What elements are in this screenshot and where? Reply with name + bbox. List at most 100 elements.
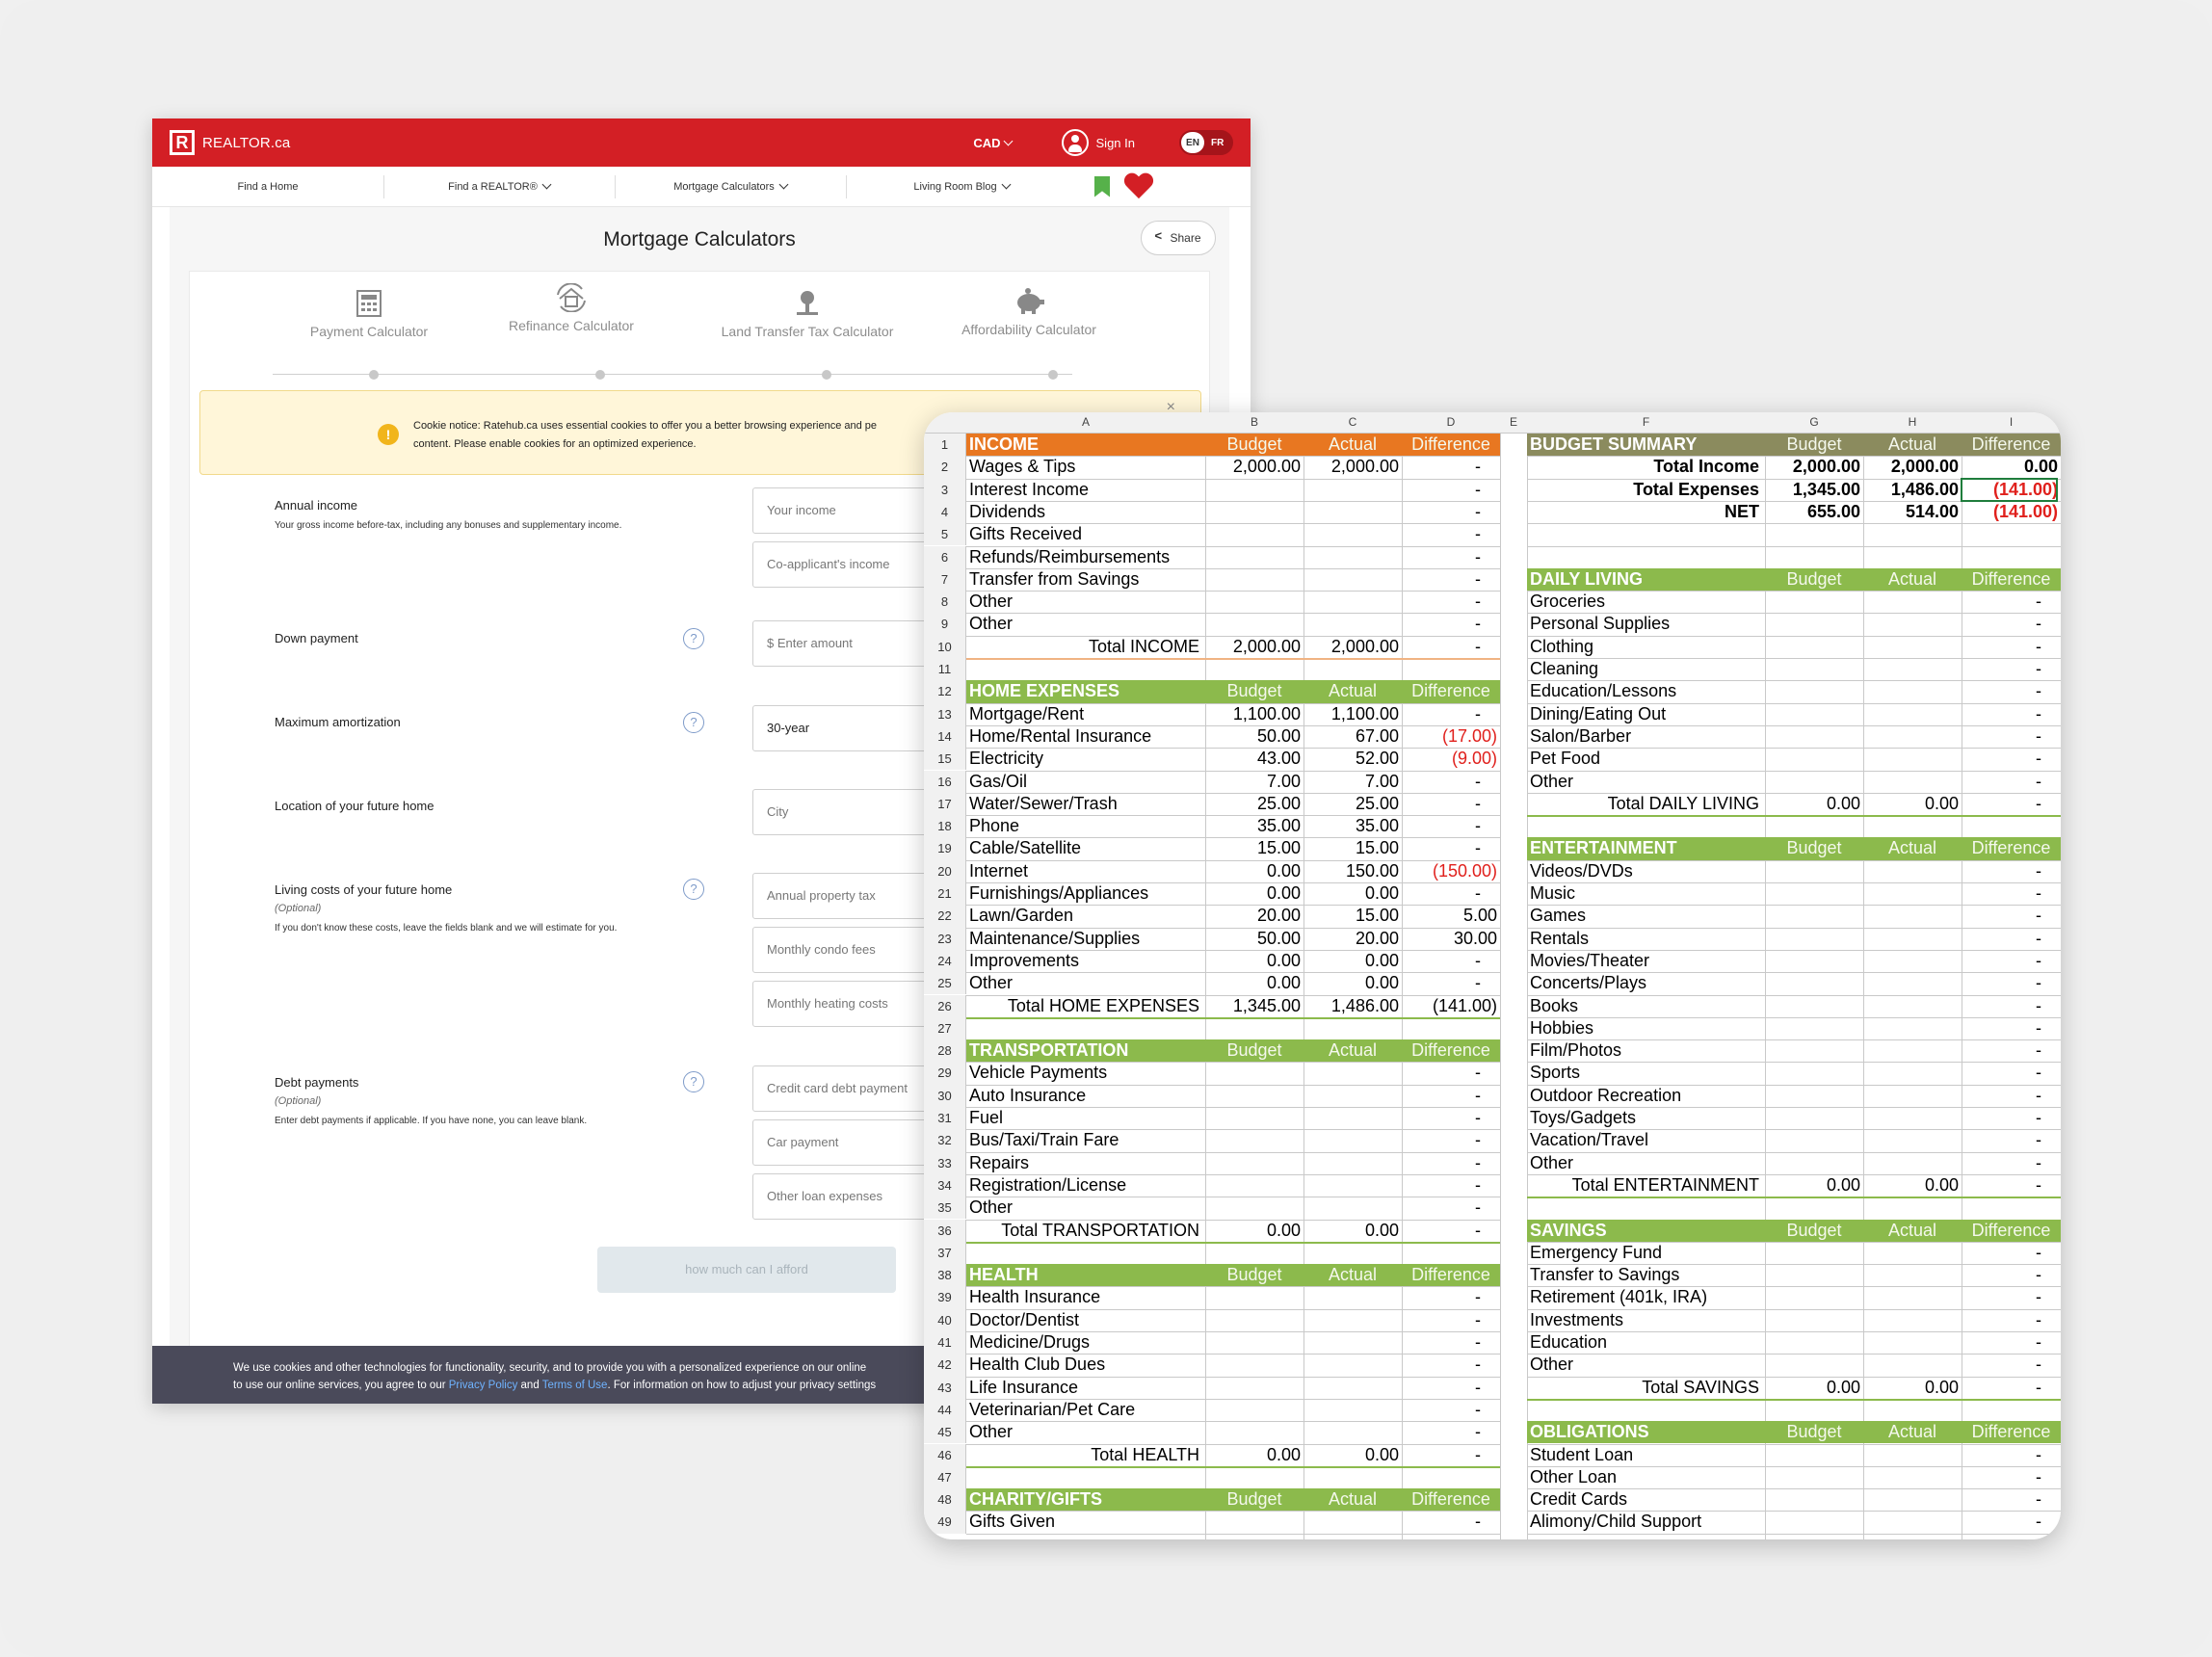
cell[interactable]: Refunds/Reimbursements — [969, 546, 1171, 566]
cell[interactable]: Doctor/Dentist — [969, 1309, 1080, 1329]
cell[interactable]: - — [1475, 1512, 1481, 1532]
cell[interactable]: Budget — [1786, 568, 1842, 589]
nav-mortgage-calculators[interactable]: Mortgage Calculators — [615, 174, 846, 198]
cell[interactable]: - — [2036, 995, 2041, 1015]
cell[interactable]: (141.00) — [1992, 501, 2058, 521]
row-number[interactable]: 33 — [924, 1151, 966, 1174]
cell[interactable]: Education/Lessons — [1530, 681, 1677, 701]
cell[interactable]: 2,000.00 — [1232, 457, 1301, 477]
cell[interactable]: - — [1475, 1197, 1481, 1218]
cell[interactable]: Gifts Given — [969, 1512, 1056, 1532]
row-number[interactable]: 42 — [924, 1354, 966, 1377]
cell[interactable]: 20.00 — [1355, 928, 1399, 948]
cell[interactable]: 655.00 — [1806, 501, 1860, 521]
cell[interactable]: - — [1475, 1399, 1481, 1419]
share-button[interactable]: Share — [1141, 221, 1216, 255]
row-number[interactable]: 9 — [924, 613, 966, 636]
cell[interactable]: 1,486.00 — [1890, 479, 1959, 499]
cell[interactable]: 20.00 — [1256, 906, 1301, 926]
row-number[interactable]: 21 — [924, 882, 966, 906]
cell[interactable]: - — [2036, 1108, 2041, 1127]
cell[interactable]: - — [2036, 1174, 2041, 1195]
cell[interactable]: Auto Insurance — [969, 1085, 1087, 1105]
cell[interactable]: Difference — [1411, 681, 1490, 701]
row-number[interactable]: 25 — [924, 972, 966, 995]
cell[interactable]: Budget — [1226, 681, 1282, 701]
cell[interactable]: Total INCOME — [1088, 636, 1199, 656]
cell[interactable]: Difference — [1411, 434, 1490, 454]
cell[interactable]: - — [1475, 1444, 1481, 1464]
cell[interactable]: 0.00 — [1364, 883, 1399, 903]
cell[interactable]: - — [1475, 816, 1481, 836]
cell[interactable]: Repairs — [969, 1152, 1030, 1172]
row-number[interactable]: 35 — [924, 1197, 966, 1220]
cell[interactable]: 2,000.00 — [1890, 457, 1959, 477]
nav-find-realtor[interactable]: Find a REALTOR® — [383, 174, 615, 198]
language-toggle[interactable]: EN FR — [1179, 130, 1233, 155]
tab-land-transfer-tax-calculator[interactable]: Land Transfer Tax Calculator — [697, 289, 918, 339]
cell[interactable]: Cleaning — [1530, 659, 1599, 678]
cell[interactable]: Lawn/Garden — [969, 906, 1074, 926]
cell[interactable]: 67.00 — [1355, 725, 1399, 746]
cell[interactable]: Total SAVINGS — [1642, 1377, 1759, 1397]
column-header-e[interactable]: E — [1509, 415, 1517, 429]
cell[interactable]: - — [1475, 1422, 1481, 1442]
cell[interactable]: 0.00 — [1266, 883, 1301, 903]
cell[interactable]: Improvements — [969, 950, 1080, 970]
cell[interactable]: Alimony/Child Support — [1530, 1512, 1702, 1532]
cell[interactable]: Difference — [1411, 1265, 1490, 1285]
cell[interactable]: 52.00 — [1355, 749, 1399, 769]
cell[interactable]: HOME EXPENSES — [969, 681, 1120, 701]
afford-submit-button[interactable]: how much can I afford — [597, 1247, 896, 1293]
cell[interactable]: - — [2036, 973, 2041, 993]
column-header-h[interactable]: H — [1908, 415, 1917, 429]
cell[interactable]: Groceries — [1530, 592, 1606, 612]
cell[interactable]: Budget — [1786, 434, 1842, 454]
cell[interactable]: Rentals — [1530, 928, 1590, 948]
cell[interactable]: (9.00) — [1451, 749, 1497, 769]
cell[interactable]: Difference — [1411, 1489, 1490, 1510]
cell[interactable]: Bus/Taxi/Train Fare — [969, 1130, 1119, 1150]
cell[interactable]: 0.00 — [1266, 973, 1301, 993]
cell[interactable]: 0.00 — [1826, 1377, 1860, 1397]
cell[interactable]: 2,000.00 — [1232, 636, 1301, 656]
sign-in-button[interactable]: Sign In — [1061, 129, 1135, 156]
cell[interactable]: Dividends — [969, 501, 1046, 521]
cell[interactable]: Total Expenses — [1633, 479, 1759, 499]
cell[interactable]: 7.00 — [1364, 771, 1399, 791]
cell[interactable]: Personal Supplies — [1530, 614, 1671, 634]
cell[interactable]: - — [1475, 703, 1481, 723]
cell[interactable]: - — [2036, 1466, 2041, 1486]
row-number[interactable]: 6 — [924, 545, 966, 568]
row-number[interactable]: 18 — [924, 815, 966, 838]
cell[interactable]: - — [2036, 1489, 2041, 1510]
column-header-d[interactable]: D — [1446, 415, 1456, 429]
cell[interactable]: Phone — [969, 816, 1020, 836]
cell[interactable]: Difference — [1971, 1220, 2051, 1240]
cell[interactable]: Electricity — [969, 749, 1044, 769]
cell[interactable]: - — [1475, 973, 1481, 993]
cell[interactable]: Other — [969, 973, 1014, 993]
row-number[interactable]: 44 — [924, 1398, 966, 1422]
cell[interactable]: Budget — [1786, 1422, 1842, 1442]
help-icon[interactable]: ? — [683, 1071, 704, 1092]
cell[interactable]: - — [2036, 1355, 2041, 1375]
cell[interactable]: - — [2036, 1444, 2041, 1464]
cell[interactable]: Actual — [1328, 434, 1378, 454]
cell[interactable]: Outdoor Recreation — [1530, 1085, 1682, 1105]
cell[interactable]: Music — [1530, 883, 1576, 903]
cell[interactable]: Vacation/Travel — [1530, 1130, 1649, 1150]
cell[interactable]: Budget — [1226, 434, 1282, 454]
row-number[interactable]: 14 — [924, 724, 966, 749]
cell[interactable]: - — [2036, 1130, 2041, 1150]
cell[interactable]: - — [2036, 1017, 2041, 1038]
cell[interactable]: - — [1475, 1287, 1481, 1307]
cell[interactable]: - — [1475, 1063, 1481, 1083]
cell[interactable]: Budget — [1786, 1220, 1842, 1240]
cell[interactable]: Books — [1530, 995, 1579, 1015]
help-icon[interactable]: ? — [683, 879, 704, 900]
cell[interactable]: Other Loan — [1530, 1466, 1618, 1486]
row-number[interactable]: 34 — [924, 1173, 966, 1197]
cell[interactable]: 0.00 — [1266, 1444, 1301, 1464]
cell[interactable]: - — [2036, 1377, 2041, 1397]
